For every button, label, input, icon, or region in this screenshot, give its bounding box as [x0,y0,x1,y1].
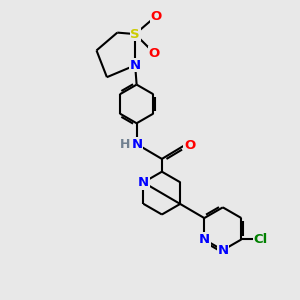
Text: N: N [138,176,149,189]
Text: S: S [130,28,140,40]
Text: N: N [132,138,143,151]
Text: N: N [217,244,228,257]
Text: O: O [150,10,162,23]
Text: O: O [149,47,160,60]
Text: H: H [120,138,130,151]
Text: N: N [130,59,141,72]
Text: Cl: Cl [254,233,268,246]
Text: O: O [184,139,195,152]
Text: N: N [199,233,210,246]
